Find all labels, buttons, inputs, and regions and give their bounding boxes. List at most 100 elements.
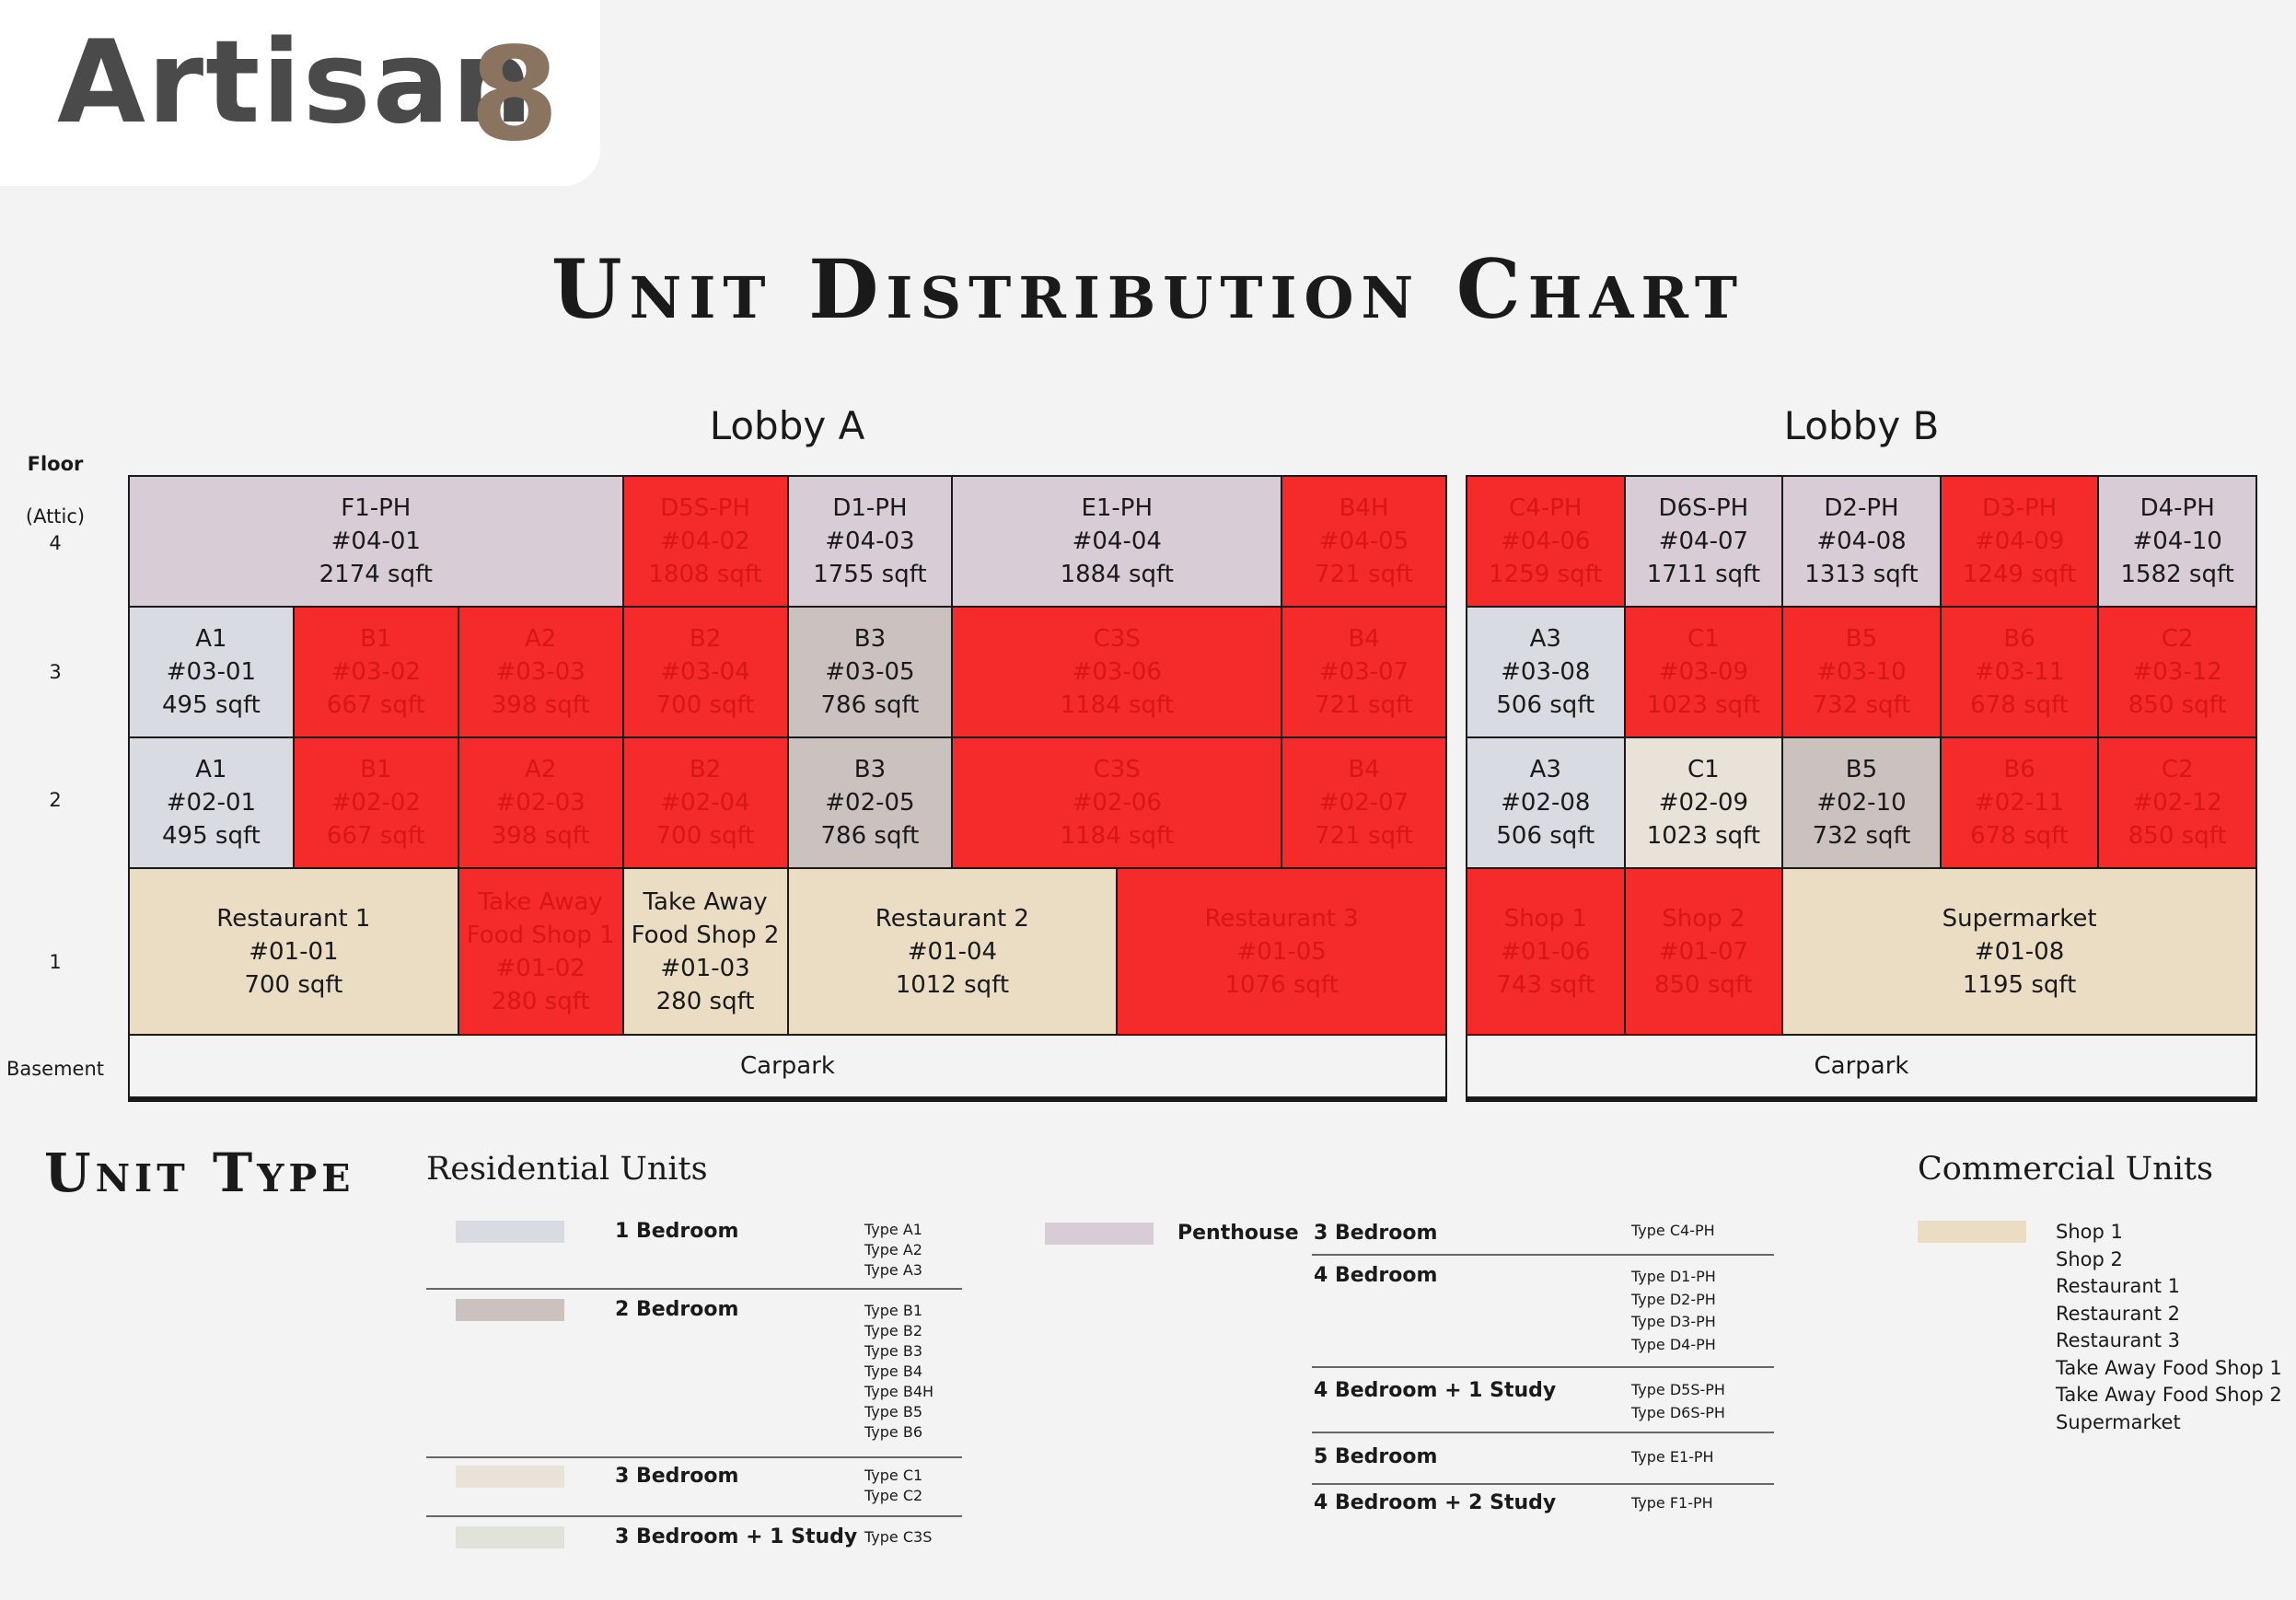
type-b4h: Type B4H [864, 1383, 934, 1400]
unit-label: Take Away Food Shop 1 #01-02 280 sqft [467, 886, 615, 1018]
logo-panel: Artisan 8 [0, 0, 600, 186]
unit-text: E1-PH [1081, 494, 1154, 522]
unit-label: D2-PH #04-08 1313 sqft [1804, 492, 1918, 591]
unit-text: #04-06 [1501, 528, 1591, 555]
unit-cell-01-05: Restaurant 3 #01-05 1076 sqft [1118, 869, 1445, 1034]
unit-text: #01-05 [1236, 937, 1327, 966]
unit-cell-04-08: D2-PH #04-08 1313 sqft [1783, 477, 1940, 606]
floor-header: Floor [27, 453, 84, 475]
legend-divider [426, 1515, 962, 1517]
unit-text: 850 sqft [1653, 970, 1753, 999]
unit-cell-03-02: B1 #03-02 667 sqft [294, 608, 458, 736]
swatch-penthouse [1045, 1223, 1154, 1245]
unit-cell-03-09: C1 #03-09 1023 sqft [1625, 608, 1782, 736]
type-a3: Type A3 [864, 1261, 922, 1279]
unit-text: #02-11 [1974, 789, 2065, 817]
unit-cell-01-07: Shop 2 #01-07 850 sqft [1625, 869, 1782, 1034]
unit-cell-02-07: B4 #02-07 721 sqft [1282, 738, 1445, 867]
unit-label: B6 #02-11 678 sqft [1970, 753, 2069, 852]
carpark-cell: Carpark [1467, 1036, 2255, 1096]
unit-text: C3S [1093, 756, 1141, 783]
lobby-a-grid: F1-PH #04-01 2174 sqft D5S-PH #04-02 1808 sqf… [128, 475, 1447, 1102]
unit-text: 786 sqft [820, 822, 920, 850]
unit-label: Shop 1 #01-06 743 sqft [1496, 902, 1594, 1002]
unit-text: #02-02 [330, 789, 421, 817]
unit-cell-01-04: Restaurant 2 #01-04 1012 sqft [788, 869, 1117, 1034]
unit-label: A1 #03-01 495 sqft [162, 622, 261, 722]
type-d2-ph: Type D2-PH [1631, 1290, 1716, 1308]
unit-cell-04-03: D1-PH #04-03 1755 sqft [788, 477, 952, 606]
commercial-item-shop-2: Shop 2 [2056, 1247, 2123, 1270]
unit-text: 1076 sqft [1224, 970, 1339, 999]
unit-cell-02-11: B6 #02-11 678 sqft [1941, 738, 2098, 867]
unit-label: Take Away Food Shop 2 #01-03 280 sqft [632, 886, 780, 1018]
unit-text: 721 sqft [1315, 822, 1413, 850]
unit-label: A2 #02-03 398 sqft [492, 753, 590, 852]
unit-cell-04-01: F1-PH #04-01 2174 sqft [130, 477, 622, 606]
unit-text: Shop 2 [1662, 904, 1745, 933]
unit-text: B3 [853, 625, 887, 653]
unit-text: Take Away [478, 887, 603, 916]
carpark-cell: Carpark [130, 1036, 1445, 1096]
legend-divider [1312, 1254, 1774, 1256]
unit-text: #03-07 [1318, 658, 1409, 686]
type-d4-ph: Type D4-PH [1631, 1335, 1716, 1353]
unit-text: #04-07 [1658, 528, 1749, 555]
unit-cell-02-03: A2 #02-03 398 sqft [458, 738, 622, 867]
unit-text: 1711 sqft [1646, 561, 1761, 588]
unit-text: Supermarket [1942, 904, 2097, 933]
unit-cell-03-12: C2 #03-12 850 sqft [2099, 608, 2255, 736]
unit-text: #01-07 [1658, 937, 1749, 966]
unit-label: B3 #02-05 786 sqft [821, 753, 920, 852]
unit-label: D5S-PH #04-02 1808 sqft [648, 492, 761, 591]
brand-logo-text: Artisan [57, 17, 535, 149]
unit-label: C3S #03-06 1184 sqft [1061, 622, 1174, 722]
unit-text: 786 sqft [820, 691, 920, 719]
legend-ph-4-bedroom-2-study-types: Type F1-PH [1631, 1493, 1713, 1513]
unit-text: 506 sqft [1496, 822, 1595, 850]
unit-cell-02-06: C3S #02-06 1184 sqft [953, 738, 1281, 867]
unit-text: D2-PH [1824, 494, 1899, 522]
unit-label: Restaurant 3 #01-05 1076 sqft [1205, 902, 1359, 1002]
type-d5s-ph: Type D5S-PH [1631, 1381, 1725, 1398]
unit-text: B1 [360, 756, 392, 783]
type-b3: Type B3 [864, 1342, 922, 1360]
commercial-item-take-away-1: Take Away Food Shop 1 [2056, 1356, 2282, 1379]
unit-text: 1808 sqft [648, 561, 762, 588]
unit-text: #03-05 [825, 658, 915, 686]
unit-type-title: Unit Type [44, 1142, 355, 1204]
unit-label: B4 #03-07 721 sqft [1315, 622, 1413, 722]
swatch-commercial [1918, 1221, 2026, 1243]
type-e1-ph: Type E1-PH [1631, 1448, 1714, 1466]
unit-text: #01-03 [660, 954, 750, 982]
unit-cell-04-06: C4-PH #04-06 1259 sqft [1467, 477, 1624, 606]
legend-3-bedroom-study-label: 3 Bedroom + 1 Study [615, 1525, 858, 1548]
unit-text: #03-11 [1974, 658, 2065, 686]
unit-text: 1259 sqft [1489, 561, 1603, 588]
unit-text: #03-02 [330, 658, 421, 686]
unit-text: 678 sqft [1970, 822, 2070, 850]
commercial-item-take-away-2: Take Away Food Shop 2 [2056, 1384, 2282, 1406]
unit-cell-02-09: C1 #02-09 1023 sqft [1625, 738, 1782, 867]
unit-text: 700 sqft [655, 822, 755, 850]
unit-text: 732 sqft [1812, 691, 1911, 719]
unit-text: #01-08 [1974, 937, 2065, 966]
legend-ph-4-bedroom-study-label: 4 Bedroom + 1 Study [1314, 1379, 1557, 1402]
unit-cell-02-08: A3 #02-08 506 sqft [1467, 738, 1624, 867]
unit-text: A2 [525, 625, 557, 653]
unit-label: C1 #03-09 1023 sqft [1647, 622, 1760, 722]
unit-cell-02-12: C2 #02-12 850 sqft [2099, 738, 2255, 867]
unit-text: #04-09 [1974, 528, 2065, 555]
type-b1: Type B1 [864, 1302, 922, 1319]
unit-text: 700 sqft [655, 691, 755, 719]
unit-text: B1 [360, 625, 392, 653]
unit-label: A2 #03-03 398 sqft [492, 622, 590, 722]
unit-text: Restaurant 2 [875, 904, 1029, 933]
unit-label: B1 #02-02 667 sqft [327, 753, 425, 852]
unit-text: #02-12 [2132, 789, 2222, 817]
unit-cell-02-01: A1 #02-01 495 sqft [130, 738, 293, 867]
floor-label-3: 3 [49, 661, 62, 683]
legend-ph-3-bedroom-label: 3 Bedroom [1314, 1222, 1438, 1245]
type-b4: Type B4 [864, 1362, 922, 1380]
unit-text: 495 sqft [162, 822, 261, 850]
